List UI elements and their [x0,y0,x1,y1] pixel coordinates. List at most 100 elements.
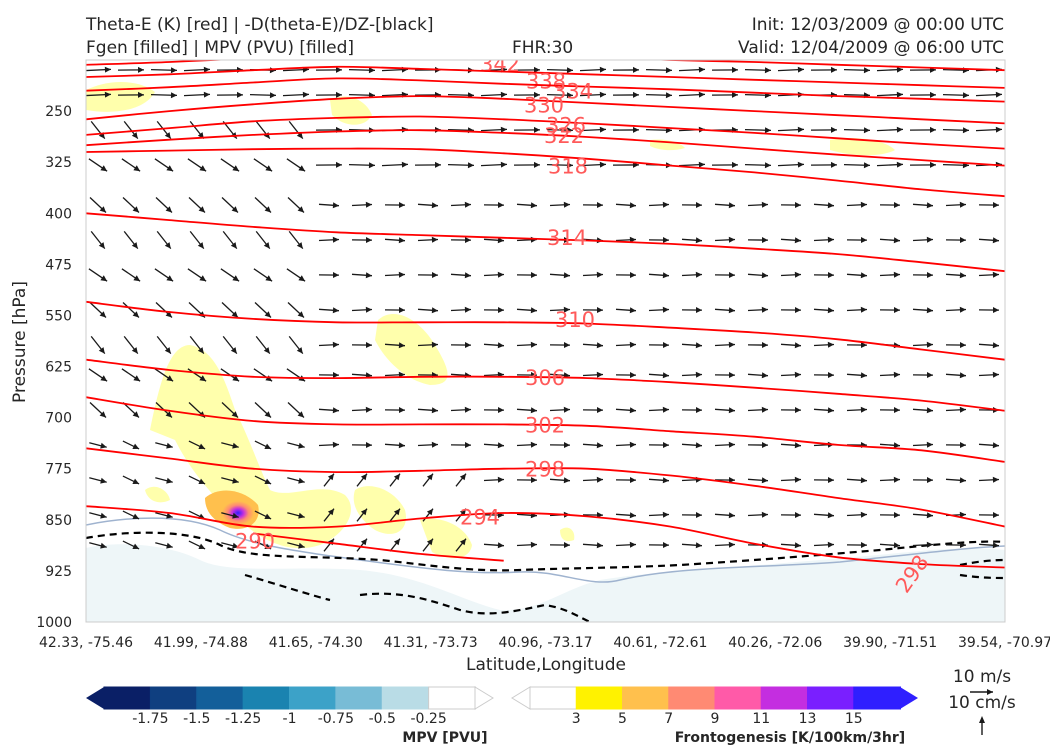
wind-vector-head [232,275,240,282]
wind-vector-head [332,236,339,243]
wind-vector-head [564,342,570,348]
wind-vector-head [399,407,405,413]
wind-vector-head [794,442,801,449]
wind-vector-head [497,271,504,278]
wind-vector-head [426,508,433,516]
wind-vector-head [199,165,207,172]
y-tick-label: 400 [45,206,72,222]
wind-legend-vertical: 10 cm/s [948,693,1016,713]
wind-vector-head [827,512,834,519]
wind-vector-head [893,442,900,449]
wind-legend-h-arrowhead [987,689,993,695]
mpv-shading [86,544,1005,622]
wind-vector-head [327,473,334,481]
wind-vector-head [336,161,342,168]
wind-vector-head [269,92,276,99]
wind-vector-head [100,275,108,282]
wind-vector-head [629,512,636,519]
y-tick-label: 850 [45,513,72,529]
wind-vector-head [665,67,672,74]
wind-vector-head [698,161,705,168]
wind-vector-head [729,477,735,483]
mpv-colorbar-cell [196,686,245,710]
fgen-colorbar-tick: 15 [845,711,863,727]
wind-vector-head [332,341,339,348]
fgen-colorbar-tick: 9 [711,711,720,727]
mpv-colorbar-tick: -1.5 [183,711,210,727]
theta-e-contour [86,300,1005,361]
wind-vector-head [100,542,107,549]
wind-vector-head [930,126,936,133]
wind-vector-head [764,67,771,74]
wind-vector-head [298,275,306,282]
wind-vector-head [230,347,237,354]
wind-vector-head [164,347,171,354]
wind-vector-head [926,407,933,414]
wind-vector-head [926,441,933,448]
wind-vector-head [794,271,801,278]
wind-vector-head [827,236,834,243]
wind-vector-head [530,341,537,348]
wind-vector-head [566,162,573,169]
wind-vector-head [498,307,504,313]
wind-vector-head [133,275,141,282]
title-left-line1: Theta-E (K) [red] | -D(theta-E)/DZ-[blac… [85,15,434,35]
wind-vector-head [563,201,570,208]
wind-vector-head [695,237,702,244]
wind-vector-head [896,126,903,133]
wind-vector-head [995,91,1002,98]
fgen-colorbar-cell [668,686,716,710]
wind-vector-head [431,407,438,414]
wind-vector-head [166,512,173,519]
wind-vector-head [761,477,768,484]
wind-vector-head [992,271,999,278]
wind-vector-head [662,201,669,208]
wind-vector-head [197,347,204,354]
wind-vector-head [795,307,801,313]
wind-vector-head [465,442,471,448]
wind-vector-head [534,126,540,133]
wind-vector-head [563,406,570,413]
frontogenesis-fill [86,81,895,559]
wind-vector-head [497,442,504,449]
wind-vector-head [599,66,606,73]
wind-vector-head [165,206,172,213]
wind-vector-head [393,538,400,546]
wind-vector-head [237,91,243,98]
wind-vector-head [596,342,603,349]
mpv-colorbar-cell [149,686,198,710]
wind-vector-head [464,272,471,279]
wind-vector-head [728,541,735,548]
wind-vector-head [926,307,933,314]
wind-vector-head [797,161,804,168]
wind-vector-head [860,511,867,518]
wind-vector-head [597,307,603,313]
wind-vector-head [366,237,372,243]
wind-vector-head [197,242,204,249]
frontogenesis-max [222,501,254,525]
y-tick-label: 925 [45,564,72,580]
wind-vector-head [465,237,471,243]
wind-vector-head [566,92,573,99]
wind-vector-head [797,66,804,73]
wind-vector-head [860,306,867,313]
wind-vector-head [566,127,573,134]
theta-e-label: 294 [460,505,500,529]
wind-vector-head [563,306,570,313]
wind-vector-head [198,206,205,213]
wind-vector-head [138,66,144,73]
wind-vector-head [264,311,271,318]
wind-vector-head [104,91,111,98]
wind-vector-head [893,271,900,278]
wind-vector-head [794,342,801,349]
wind-vector-head [297,411,304,418]
wind-vector-head [360,538,367,546]
ddz-contour [244,573,591,622]
wind-vector-head [166,275,174,282]
wind-vector-head [960,342,966,348]
wind-vector-head [863,67,870,74]
wind-vector-head [795,512,801,518]
wind-vector-head [298,542,305,549]
wind-vector-head [729,272,735,278]
wind-vector-head [165,411,172,418]
